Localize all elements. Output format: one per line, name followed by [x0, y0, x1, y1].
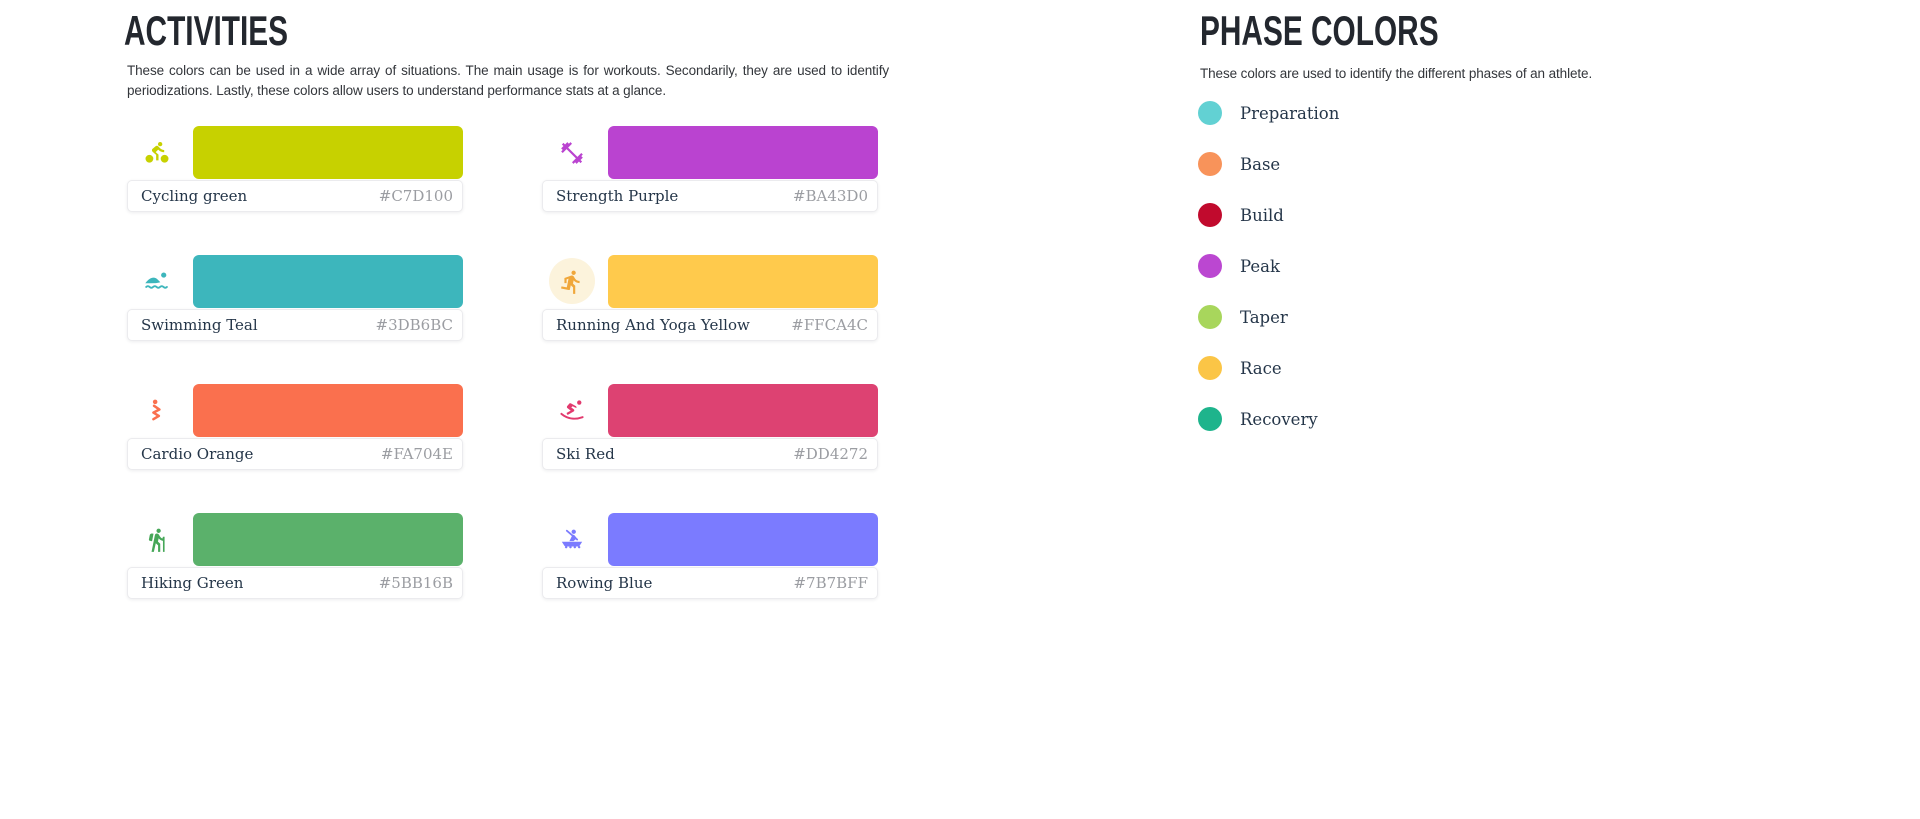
color-hex: #DD4272: [793, 445, 868, 463]
color-hex: #FA704E: [380, 445, 453, 463]
color-name: Running And Yoga Yellow: [556, 316, 750, 334]
phase-label: Taper: [1240, 307, 1288, 327]
phase-item: Recovery: [1198, 407, 1339, 431]
activities-description: These colors can be used in a wide array…: [127, 63, 889, 98]
phase-color-dot: [1198, 305, 1222, 329]
activity-color-card: Strength Purple #BA43D0: [542, 126, 878, 212]
activities-title: ACTIVITIES: [124, 7, 289, 54]
activity-color-card: Rowing Blue #7B7BFF: [542, 513, 878, 599]
activity-color-card: Cardio Orange #FA704E: [127, 384, 463, 470]
phase-item: Preparation: [1198, 101, 1339, 125]
phase-item: Taper: [1198, 305, 1339, 329]
activity-color-card: Running And Yoga Yellow #FFCA4C: [542, 255, 878, 341]
color-swatch: [193, 126, 463, 179]
phase-color-dot: [1198, 356, 1222, 380]
color-label-bar: Rowing Blue #7B7BFF: [542, 567, 878, 599]
swimming-icon: [127, 255, 187, 308]
color-hex: #7B7BFF: [793, 574, 868, 592]
color-name: Hiking Green: [141, 574, 244, 592]
color-hex: #3DB6BC: [375, 316, 453, 334]
phase-label: Build: [1240, 205, 1284, 225]
color-name: Cycling green: [141, 187, 248, 205]
phase-color-dot: [1198, 254, 1222, 278]
cardio-icon: [127, 384, 187, 437]
ski-icon: [542, 384, 602, 437]
color-swatch: [193, 255, 463, 308]
phase-color-dot: [1198, 407, 1222, 431]
phase-label: Recovery: [1240, 409, 1318, 429]
color-label-bar: Strength Purple #BA43D0: [542, 180, 878, 212]
phase-item: Race: [1198, 356, 1339, 380]
color-swatch: [608, 384, 878, 437]
color-swatch: [608, 513, 878, 566]
running-icon: [542, 255, 602, 308]
color-hex: #FFCA4C: [791, 316, 868, 334]
color-label-bar: Cardio Orange #FA704E: [127, 438, 463, 470]
color-swatch: [608, 126, 878, 179]
phase-item: Peak: [1198, 254, 1339, 278]
phase-label: Race: [1240, 358, 1282, 378]
rowing-icon: [542, 513, 602, 566]
activity-color-card: Cycling green #C7D100: [127, 126, 463, 212]
phase-item: Base: [1198, 152, 1339, 176]
color-swatch: [193, 384, 463, 437]
color-label-bar: Hiking Green #5BB16B: [127, 567, 463, 599]
hiking-icon: [127, 513, 187, 566]
phase-label: Preparation: [1240, 103, 1340, 123]
color-swatch: [608, 255, 878, 308]
color-name: Strength Purple: [556, 187, 679, 205]
activity-color-card: Swimming Teal #3DB6BC: [127, 255, 463, 341]
color-label-bar: Ski Red #DD4272: [542, 438, 878, 470]
phase-color-list: Preparation Base Build Peak Taper Race R…: [1198, 101, 1339, 458]
color-name: Rowing Blue: [556, 574, 653, 592]
activity-color-grid: Cycling green #C7D100 Strength Purple #B…: [127, 126, 878, 599]
color-name: Swimming Teal: [141, 316, 258, 334]
phase-color-dot: [1198, 101, 1222, 125]
color-name: Cardio Orange: [141, 445, 254, 463]
color-label-bar: Cycling green #C7D100: [127, 180, 463, 212]
activity-color-card: Ski Red #DD4272: [542, 384, 878, 470]
phase-colors-description: These colors are used to identify the di…: [1200, 66, 1593, 81]
color-swatch: [193, 513, 463, 566]
phase-item: Build: [1198, 203, 1339, 227]
strength-icon: [542, 126, 602, 179]
color-name: Ski Red: [556, 445, 615, 463]
phase-colors-title: PHASE COLORS: [1200, 7, 1439, 54]
color-label-bar: Running And Yoga Yellow #FFCA4C: [542, 309, 878, 341]
color-hex: #BA43D0: [792, 187, 868, 205]
phase-color-dot: [1198, 152, 1222, 176]
phase-label: Base: [1240, 154, 1281, 174]
phase-color-dot: [1198, 203, 1222, 227]
activity-color-card: Hiking Green #5BB16B: [127, 513, 463, 599]
color-hex: #5BB16B: [378, 574, 453, 592]
cycling-icon: [127, 126, 187, 179]
phase-label: Peak: [1240, 256, 1280, 276]
color-hex: #C7D100: [378, 187, 453, 205]
color-label-bar: Swimming Teal #3DB6BC: [127, 309, 463, 341]
